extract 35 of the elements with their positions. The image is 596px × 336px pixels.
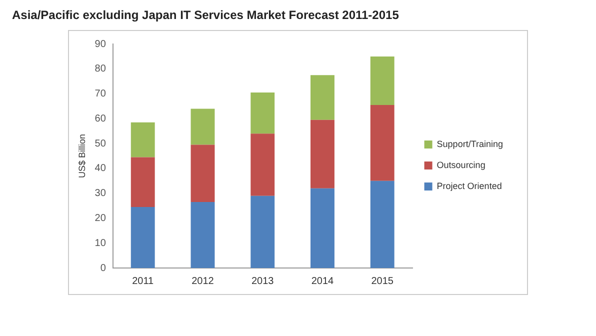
x-tick-label: 2013	[251, 276, 274, 287]
bar	[130, 157, 155, 208]
bar	[250, 92, 275, 134]
bar	[310, 75, 334, 120]
bar	[250, 134, 275, 196]
y-tick-label: 60	[94, 113, 106, 124]
bar	[310, 188, 334, 268]
bar	[190, 108, 215, 145]
bar	[130, 122, 155, 158]
bar	[370, 104, 394, 181]
bar	[370, 180, 394, 268]
y-tick-label: 80	[94, 64, 106, 75]
x-tick-label: 2011	[132, 276, 154, 287]
y-tick-label: 40	[94, 163, 106, 174]
bar	[130, 207, 155, 268]
x-tick-label: 2014	[311, 276, 334, 287]
y-axis-title: US$ Billion	[76, 134, 87, 178]
legend-label: Outsourcing	[436, 160, 486, 170]
legend-label: Support/Training	[436, 138, 504, 149]
y-tick-label: 30	[94, 188, 106, 200]
y-tick-label: 90	[94, 38, 106, 50]
bar	[250, 196, 275, 268]
bar	[370, 56, 394, 105]
y-tick-label: 0	[100, 262, 106, 274]
y-tick-label: 50	[94, 138, 106, 150]
y-tick-label: 10	[94, 238, 106, 249]
y-tick-label: 70	[94, 88, 106, 100]
x-tick-label: 2015	[371, 276, 394, 287]
bar	[310, 120, 334, 188]
bar	[190, 202, 215, 268]
bar	[190, 144, 215, 202]
legend-label: Project Oriented	[436, 180, 502, 191]
y-tick-label: 20	[94, 212, 106, 224]
chart-title: Asia/Pacific excluding Japan IT Services Market Forecast 2011-2015	[12, 8, 400, 22]
x-tick-label: 2012	[192, 276, 214, 287]
